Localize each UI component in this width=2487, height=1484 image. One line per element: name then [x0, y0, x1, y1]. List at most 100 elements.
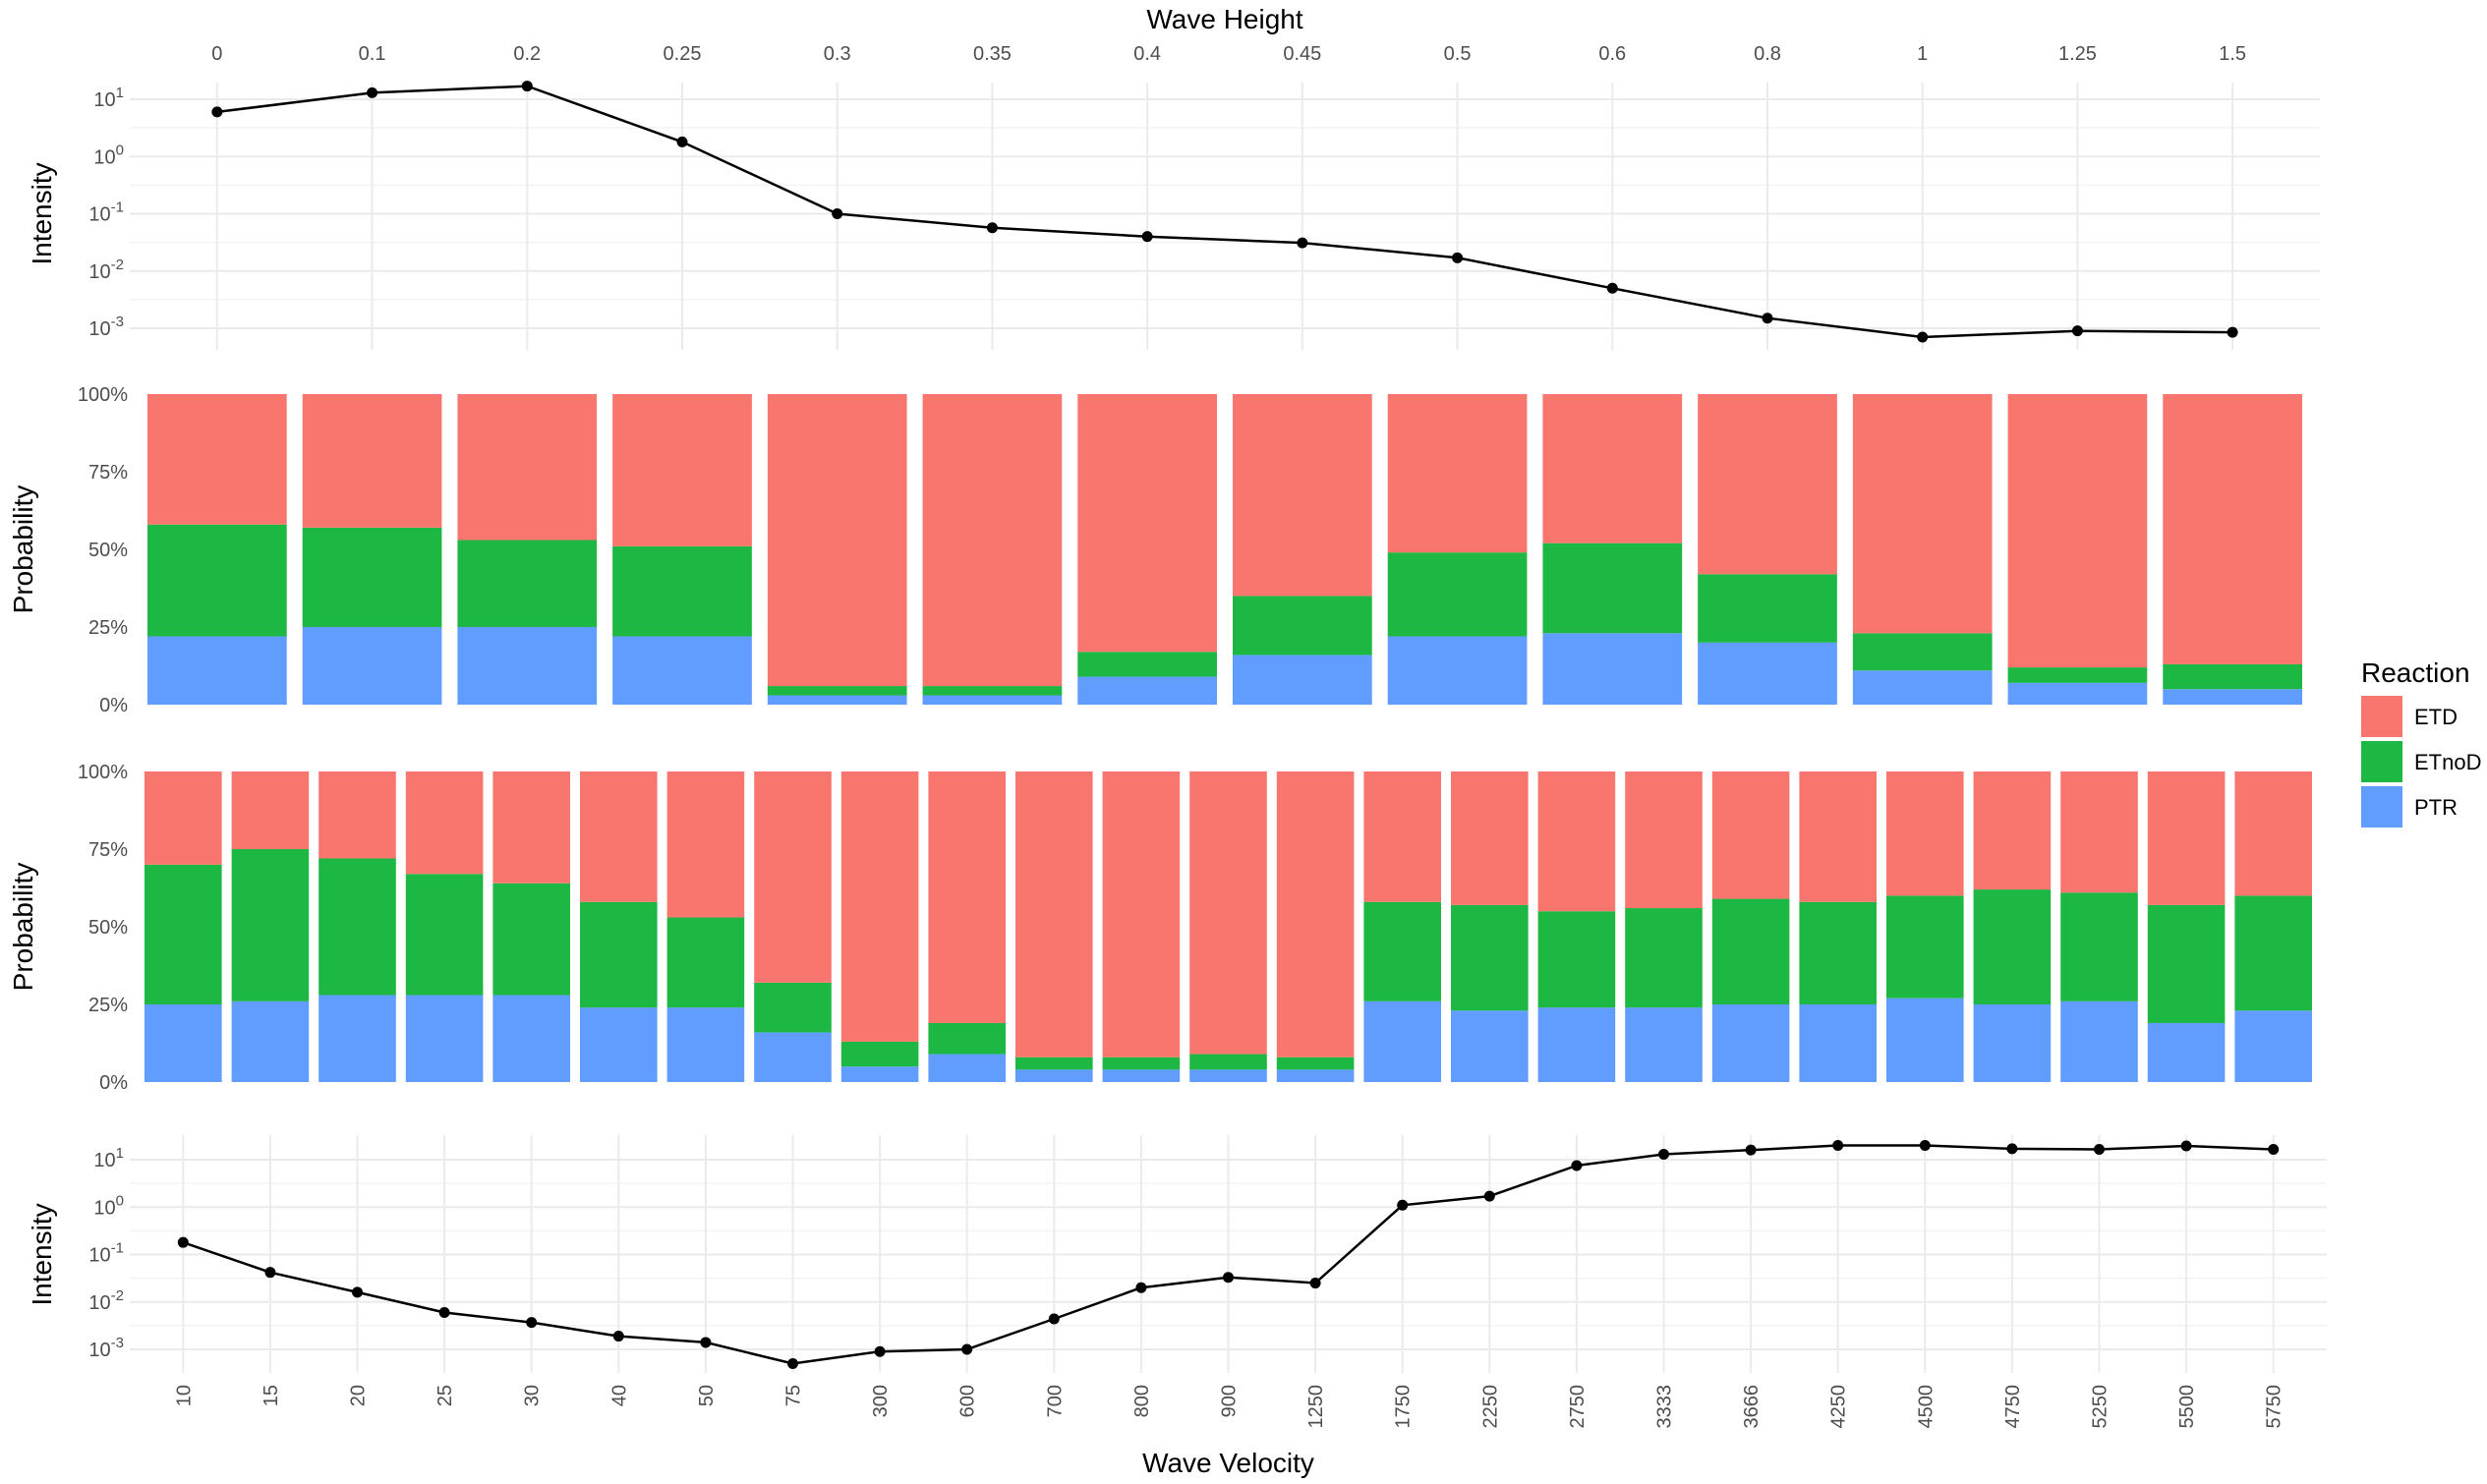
- x-tick-label: 10: [173, 1385, 195, 1406]
- bar-etd-700: [1015, 771, 1093, 1057]
- data-point-1.25: [2071, 325, 2083, 337]
- bar-etd-0.1: [302, 394, 442, 528]
- bar-etnod-75: [754, 982, 832, 1033]
- bar-etnod-30: [492, 883, 570, 996]
- x-tick-label: 300: [870, 1385, 892, 1417]
- bar-etnod-5750: [2234, 895, 2312, 1011]
- bar-ptr-0.2: [457, 627, 598, 705]
- bar-ptr-10: [145, 1004, 222, 1082]
- data-point-0: [211, 106, 223, 118]
- bar-etnod-25: [405, 874, 484, 996]
- y-tick-label: 0%: [99, 695, 128, 716]
- bar-ptr-600: [928, 1054, 1006, 1082]
- data-point-1750: [1397, 1199, 1409, 1211]
- bar-ptr-3666: [1711, 1004, 1790, 1082]
- x-tick-label: 5750: [2264, 1385, 2285, 1429]
- x-tick-label: 3333: [1654, 1385, 1676, 1429]
- data-point-3666: [1745, 1144, 1757, 1156]
- x-tick-label: 20: [348, 1385, 370, 1406]
- x-tick-label: 700: [1044, 1385, 1066, 1417]
- data-point-0.35: [986, 222, 998, 234]
- bar-etnod-3666: [1711, 898, 1790, 1004]
- x-tick-label: 0.35: [973, 43, 1012, 65]
- data-point-0.8: [1762, 313, 1773, 324]
- bar-etd-0.5: [1387, 394, 1528, 553]
- y-tick-label: 75%: [88, 462, 128, 484]
- bar-etnod-3333: [1625, 908, 1703, 1008]
- data-point-0.5: [1452, 252, 1464, 263]
- bar-ptr-0.4: [1077, 676, 1217, 705]
- data-point-700: [1048, 1313, 1060, 1325]
- bar-etd-5750: [2234, 771, 2312, 896]
- x-tick-label: 2250: [1479, 1385, 1501, 1429]
- x-tick-label: 4750: [2002, 1385, 2024, 1429]
- bar-etd-0.4: [1077, 394, 1217, 653]
- x-tick-label: 3666: [1741, 1385, 1763, 1429]
- bar-ptr-1250: [1276, 1069, 1355, 1082]
- data-point-5500: [2180, 1140, 2192, 1152]
- legend: Reaction ETD ETnoD PTR: [2361, 657, 2481, 828]
- y-axis-title: Intensity: [27, 162, 57, 264]
- y-axis-title: Probability: [8, 485, 38, 614]
- data-point-75: [787, 1358, 798, 1370]
- bar-etd-1750: [1363, 771, 1441, 902]
- bar-etnod-0.5: [1387, 552, 1528, 637]
- bar-ptr-4750: [1973, 1004, 2052, 1082]
- series-line: [216, 85, 2233, 339]
- bar-etd-800: [1102, 771, 1181, 1057]
- bar-ptr-0.35: [922, 695, 1063, 705]
- data-point-25: [438, 1306, 450, 1318]
- bar-etnod-2250: [1451, 904, 1529, 1011]
- bar-etd-20: [318, 771, 396, 859]
- x-tick-label: 1.25: [2058, 43, 2097, 65]
- bar-etd-1250: [1276, 771, 1355, 1057]
- bar-etnod-5500: [2147, 904, 2226, 1023]
- x-tick-label: 25: [434, 1385, 456, 1406]
- x-tick-label: 5500: [2176, 1385, 2198, 1429]
- legend-label-etnod: ETnoD: [2414, 750, 2481, 774]
- bar-ptr-4250: [1799, 1004, 1877, 1082]
- x-tick-label: 4500: [1915, 1385, 1937, 1429]
- bar-ptr-5250: [2060, 1000, 2138, 1082]
- data-point-4500: [1919, 1139, 1931, 1151]
- legend-swatch-etnod: [2361, 741, 2402, 782]
- bar-etnod-0.6: [1542, 542, 1683, 634]
- y-tick-label: 10-2: [88, 257, 124, 283]
- bar-ptr-0.25: [612, 636, 752, 705]
- y-tick-label: 25%: [88, 617, 128, 639]
- data-point-5750: [2268, 1144, 2280, 1156]
- bar-ptr-25: [405, 995, 484, 1082]
- bar-etnod-40: [580, 901, 658, 1008]
- legend-swatch-ptr: [2361, 786, 2402, 828]
- bar-etnod-0.25: [612, 545, 752, 637]
- bar-etd-5500: [2147, 771, 2226, 905]
- x-tick-label: 0.6: [1598, 43, 1626, 65]
- x-tick-label: 15: [260, 1385, 282, 1406]
- bar-etnod-900: [1189, 1054, 1267, 1070]
- data-point-4250: [1832, 1139, 1844, 1151]
- bar-etnod-0.2: [457, 540, 598, 627]
- legend-label-ptr: PTR: [2414, 795, 2458, 820]
- data-point-1: [1917, 331, 1929, 343]
- bar-ptr-2750: [1537, 1007, 1616, 1082]
- x-tick-label: 600: [957, 1385, 979, 1417]
- bar-etd-3333: [1625, 771, 1703, 909]
- bar-ptr-20: [318, 995, 396, 1082]
- bar-etnod-600: [928, 1022, 1006, 1055]
- y-tick-label: 100%: [78, 384, 128, 406]
- bar-etnod-800: [1102, 1056, 1181, 1070]
- bar-ptr-0: [147, 636, 287, 705]
- bar-etd-4500: [1886, 771, 1964, 896]
- bar-ptr-50: [666, 1007, 745, 1082]
- bar-etd-15: [231, 771, 310, 849]
- x-tick-label: 0.4: [1133, 43, 1161, 65]
- x-tick-label: 800: [1131, 1385, 1153, 1417]
- data-point-1.5: [2227, 326, 2238, 338]
- bar-etd-600: [928, 771, 1006, 1023]
- x-tick-label: 4250: [1828, 1385, 1850, 1429]
- bar-ptr-700: [1015, 1069, 1093, 1082]
- bar-ptr-0.6: [1542, 633, 1683, 705]
- x-tick-label: 75: [783, 1385, 805, 1406]
- y-tick-label: 10-1: [88, 1240, 124, 1267]
- bar-etd-4750: [1973, 771, 2052, 890]
